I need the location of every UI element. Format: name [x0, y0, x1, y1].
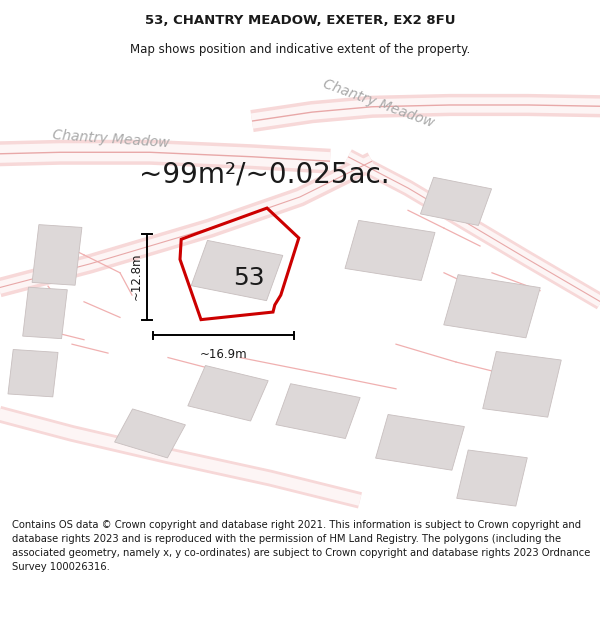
Text: Chantry Meadow: Chantry Meadow — [320, 77, 436, 130]
Bar — [276, 384, 360, 439]
Bar — [8, 349, 58, 397]
Bar — [345, 221, 435, 281]
Bar — [32, 224, 82, 285]
Text: ~99m²/~0.025ac.: ~99m²/~0.025ac. — [139, 161, 389, 189]
Bar — [457, 450, 527, 506]
Bar — [444, 274, 540, 338]
Bar — [483, 351, 561, 417]
Text: Chantry Meadow: Chantry Meadow — [52, 128, 170, 150]
Text: Map shows position and indicative extent of the property.: Map shows position and indicative extent… — [130, 42, 470, 56]
Bar — [115, 409, 185, 458]
Bar — [376, 414, 464, 470]
Bar — [421, 177, 491, 226]
Bar — [23, 288, 67, 339]
Text: 53: 53 — [233, 266, 265, 290]
Bar — [188, 366, 268, 421]
Bar — [191, 241, 283, 301]
Text: Contains OS data © Crown copyright and database right 2021. This information is : Contains OS data © Crown copyright and d… — [12, 520, 590, 572]
Text: ~12.8m: ~12.8m — [130, 253, 143, 301]
Text: ~16.9m: ~16.9m — [200, 348, 247, 361]
Text: 53, CHANTRY MEADOW, EXETER, EX2 8FU: 53, CHANTRY MEADOW, EXETER, EX2 8FU — [145, 14, 455, 28]
